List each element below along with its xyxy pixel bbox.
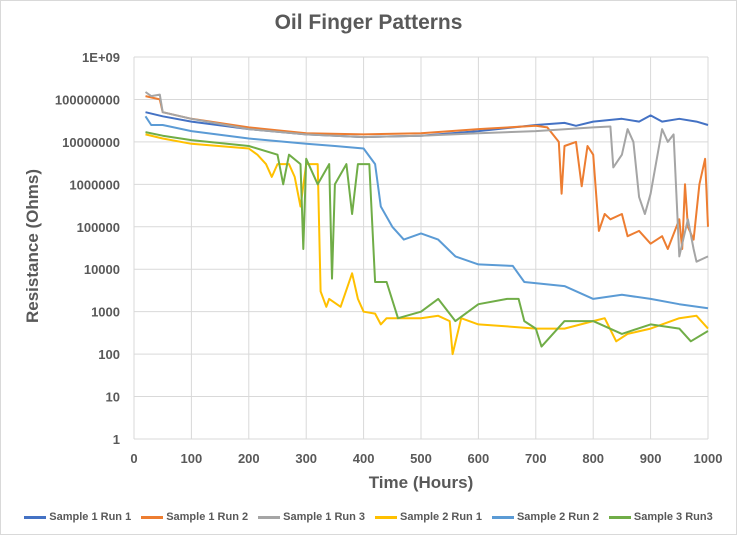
x-axis-title: Time (Hours) (368, 473, 474, 492)
legend-label: Sample 1 Run 1 (49, 511, 132, 523)
legend-swatch (375, 515, 398, 519)
legend-label: Sample 1 Run 3 (283, 511, 366, 523)
series-line-sample-3-run3 (145, 131, 709, 348)
x-tick-label: 0 (130, 451, 137, 466)
legend-item: Sample 3 Run3 (608, 511, 713, 523)
x-tick-label: 800 (582, 451, 604, 466)
legend-label: Sample 3 Run3 (633, 511, 713, 523)
y-tick-label: 100 (98, 347, 120, 362)
y-tick-label: 1E+09 (82, 50, 120, 65)
y-tick-label: 1000 (91, 305, 120, 320)
y-tick-label: 1 (113, 432, 120, 447)
x-tick-label: 300 (295, 451, 317, 466)
legend-item: Sample 1 Run 3 (258, 511, 365, 523)
legend-swatch (141, 515, 164, 519)
legend-label: Sample 2 Run 1 (400, 511, 482, 523)
x-tick-label: 1000 (694, 451, 723, 466)
legend-item: Sample 2 Run 2 (491, 511, 599, 523)
legend-swatch (24, 515, 47, 519)
x-tick-label: 600 (468, 451, 490, 466)
y-tick-label: 10000 (84, 262, 120, 277)
y-tick-label: 100000000 (55, 92, 120, 107)
series-line-sample-1-run-2 (145, 95, 709, 250)
legend-swatch (491, 515, 514, 519)
x-tick-label: 200 (238, 451, 260, 466)
legend-item: Sample 2 Run 1 (375, 511, 482, 523)
x-tick-label: 500 (410, 451, 432, 466)
legend-label: Sample 2 Run 2 (516, 511, 599, 523)
series-line-sample-2-run-1 (145, 133, 709, 356)
series-line-sample-2-run-2 (144, 115, 709, 310)
series-line-sample-1-run-3 (144, 91, 709, 263)
y-tick-label: 10000000 (62, 135, 120, 150)
x-tick-label: 900 (640, 451, 662, 466)
x-tick-label: 400 (353, 451, 375, 466)
legend-swatch (608, 515, 631, 519)
legend-item: Sample 1 Run 1 (24, 511, 131, 523)
y-tick-label: 1000000 (69, 177, 120, 192)
chart-title: Oil Finger Patterns (274, 11, 463, 34)
x-tick-label: 100 (181, 451, 203, 466)
legend: Sample 1 Run 1 Sample 1 Run 2 Sample 1 Run… (1, 511, 736, 523)
y-tick-label: 10 (106, 390, 120, 405)
legend-label: Sample 1 Run 2 (166, 511, 249, 523)
legend-swatch (258, 515, 281, 519)
legend-item: Sample 1 Run 2 (141, 511, 248, 523)
y-tick-label: 100000 (77, 220, 120, 235)
x-tick-label: 700 (525, 451, 547, 466)
